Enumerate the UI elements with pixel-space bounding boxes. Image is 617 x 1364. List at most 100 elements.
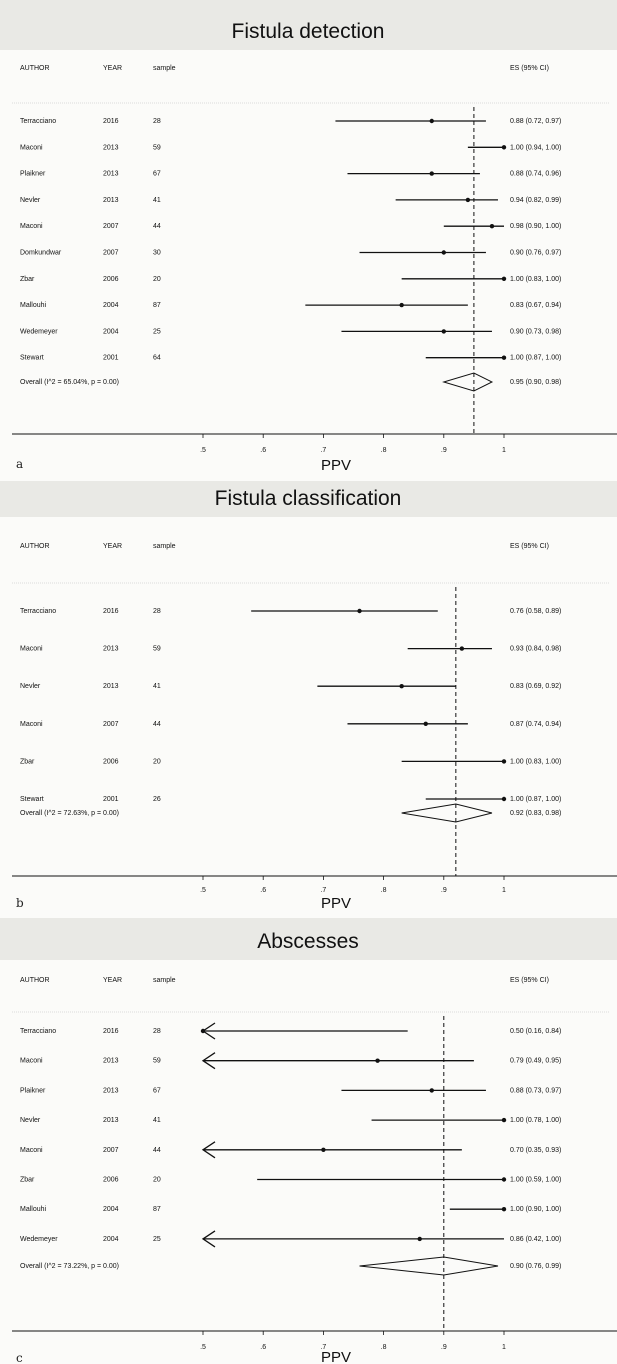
- study-row: Zbar 2006 20 1.00 (0.83, 1.00): [20, 758, 561, 765]
- ci-arrow: [201, 1052, 216, 1070]
- panel-letter: a: [16, 457, 23, 471]
- overall-es-label: 0.95 (0.90, 0.98): [510, 379, 561, 386]
- column-header-author: AUTHOR: [20, 543, 50, 550]
- study-year: 2004: [103, 328, 119, 335]
- study-es-label: 1.00 (0.83, 1.00): [510, 276, 561, 283]
- study-row: Nevler 2013 41 0.94 (0.82, 0.99): [20, 197, 561, 204]
- study-es-label: 1.00 (0.87, 1.00): [510, 355, 561, 362]
- study-year: 2013: [103, 1058, 119, 1065]
- study-sample: 28: [153, 118, 161, 125]
- column-header-year: YEAR: [103, 977, 122, 984]
- study-es-label: 0.83 (0.67, 0.94): [510, 302, 561, 309]
- overall-diamond: [442, 372, 494, 392]
- study-es-label: 0.88 (0.74, 0.96): [510, 171, 561, 178]
- point-estimate: [501, 355, 507, 360]
- study-row: Zbar 2006 20 1.00 (0.83, 1.00): [20, 276, 561, 283]
- x-tick-label: 1: [502, 1344, 506, 1351]
- study-author: Stewart: [20, 355, 44, 362]
- x-tick-label: .6: [260, 887, 266, 894]
- study-row: Nevler 2013 41 1.00 (0.78, 1.00): [20, 1117, 561, 1124]
- point-estimate: [489, 224, 495, 229]
- point-estimate: [429, 171, 434, 176]
- study-author: Nevler: [20, 683, 41, 690]
- study-author: Terracciano: [20, 1028, 56, 1035]
- study-sample: 25: [153, 328, 161, 335]
- study-es-label: 1.00 (0.90, 1.00): [510, 1206, 561, 1213]
- study-es-label: 0.86 (0.42, 1.00): [510, 1236, 561, 1243]
- study-author: Maconi: [20, 144, 43, 151]
- study-row: Terracciano 2016 28 0.88 (0.72, 0.97): [20, 118, 561, 125]
- study-sample: 59: [153, 646, 161, 653]
- study-row: Maconi 2013 59 0.79 (0.49, 0.95): [20, 1052, 561, 1070]
- study-es-label: 0.70 (0.35, 0.93): [510, 1147, 561, 1154]
- study-year: 2016: [103, 608, 119, 615]
- point-estimate: [501, 1117, 507, 1123]
- study-row: Stewart 2001 64 1.00 (0.87, 1.00): [20, 355, 561, 362]
- x-tick-label: .6: [260, 447, 266, 454]
- study-row: Plaikner 2013 67 0.88 (0.73, 0.97): [20, 1087, 561, 1094]
- study-year: 2013: [103, 171, 119, 178]
- x-tick-label: .5: [200, 447, 206, 454]
- column-header-author: AUTHOR: [20, 977, 50, 984]
- study-sample: 26: [153, 796, 161, 803]
- study-year: 2006: [103, 276, 119, 283]
- study-year: 2004: [103, 302, 119, 309]
- study-year: 2006: [103, 1177, 119, 1184]
- study-es-label: 0.83 (0.69, 0.92): [510, 683, 561, 690]
- study-row: Stewart 2001 26 1.00 (0.87, 1.00): [20, 796, 561, 803]
- study-es-label: 0.88 (0.73, 0.97): [510, 1087, 561, 1094]
- study-es-label: 0.76 (0.58, 0.89): [510, 608, 561, 615]
- x-tick-label: .8: [381, 447, 387, 454]
- title-band: [0, 918, 617, 960]
- column-header-year: YEAR: [103, 543, 122, 550]
- forest-panel-b: Fistula classification AUTHOR YEAR sample ES…: [0, 481, 617, 912]
- study-year: 2013: [103, 197, 119, 204]
- point-estimate: [501, 145, 507, 150]
- point-estimate: [321, 1147, 326, 1153]
- overall-es-label: 0.90 (0.76, 0.99): [510, 1263, 561, 1270]
- study-sample: 28: [153, 1028, 161, 1035]
- point-estimate: [459, 646, 465, 651]
- point-estimate: [501, 759, 507, 764]
- study-sample: 87: [153, 1206, 161, 1213]
- study-sample: 67: [153, 1087, 161, 1094]
- study-sample: 44: [153, 721, 161, 728]
- study-row: Wedemeyer 2004 25 0.86 (0.42, 1.00): [20, 1230, 561, 1248]
- study-es-label: 0.98 (0.90, 1.00): [510, 223, 561, 230]
- x-tick-label: .5: [200, 887, 206, 894]
- overall-label: Overall (I^2 = 65.04%, p = 0.00): [20, 379, 119, 386]
- study-es-label: 0.90 (0.73, 0.98): [510, 328, 561, 335]
- study-author: Plaikner: [20, 171, 46, 178]
- panel-title: Fistula detection: [232, 20, 385, 43]
- point-estimate: [501, 1207, 507, 1212]
- study-year: 2007: [103, 250, 119, 257]
- x-tick-label: .7: [320, 887, 326, 894]
- study-row: Maconi 2007 44 0.70 (0.35, 0.93): [20, 1141, 561, 1159]
- overall-es-label: 0.92 (0.83, 0.98): [510, 810, 561, 817]
- study-year: 2007: [103, 223, 119, 230]
- point-estimate: [423, 721, 428, 726]
- column-header-author: AUTHOR: [20, 65, 50, 72]
- x-tick-label: .7: [320, 447, 326, 454]
- column-header-sample: sample: [153, 977, 176, 984]
- x-tick-label: 1: [502, 447, 506, 454]
- study-author: Wedemeyer: [20, 1236, 58, 1243]
- study-es-label: 0.94 (0.82, 0.99): [510, 197, 561, 204]
- study-year: 2013: [103, 1117, 119, 1124]
- study-sample: 64: [153, 355, 161, 362]
- study-row: Maconi 2013 59 1.00 (0.94, 1.00): [20, 144, 561, 151]
- study-author: Zbar: [20, 276, 35, 283]
- study-author: Terracciano: [20, 118, 56, 125]
- study-row: Maconi 2007 44 0.98 (0.90, 1.00): [20, 223, 561, 230]
- study-author: Maconi: [20, 1147, 43, 1154]
- point-estimate: [417, 1236, 422, 1242]
- study-row: Terracciano 2016 28 0.50 (0.16, 0.84): [20, 1022, 561, 1040]
- study-year: 2016: [103, 118, 119, 125]
- study-author: Wedemeyer: [20, 328, 58, 335]
- column-header-sample: sample: [153, 65, 176, 72]
- study-year: 2004: [103, 1206, 119, 1213]
- x-axis-label: PPV: [321, 1349, 351, 1364]
- study-sample: 59: [153, 144, 161, 151]
- study-es-label: 0.90 (0.76, 0.97): [510, 250, 561, 257]
- x-tick-label: .9: [441, 887, 447, 894]
